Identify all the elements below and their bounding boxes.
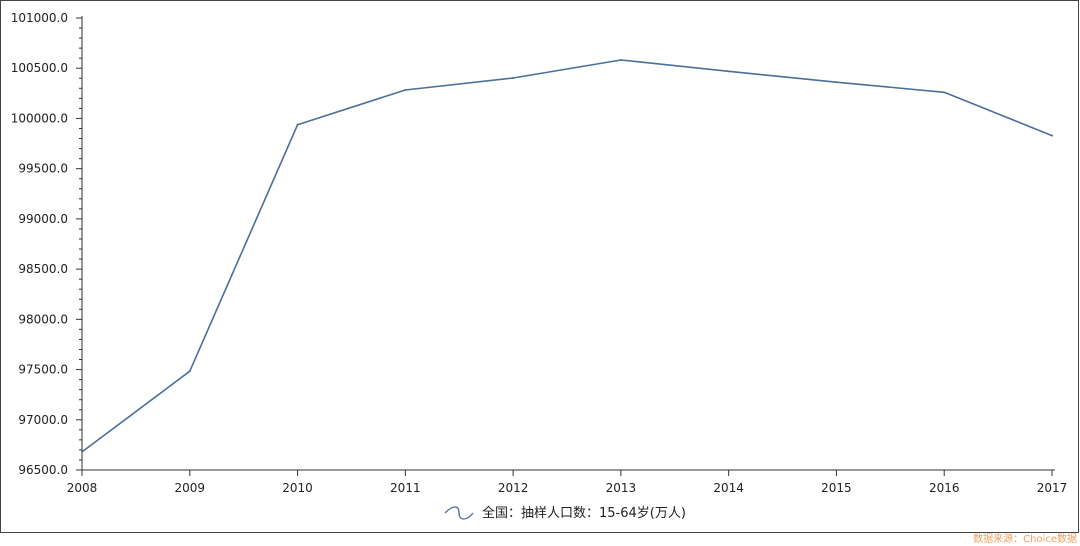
y-tick-label: 98000.0 <box>18 312 68 326</box>
y-tick-label: 99000.0 <box>18 212 68 226</box>
y-tick-label: 97000.0 <box>18 413 68 427</box>
series-line[interactable] <box>81 59 1053 453</box>
legend-label: 全国：抽样人口数：15-64岁(万人) <box>482 505 686 521</box>
data-point[interactable] <box>727 70 730 73</box>
x-tick-label: 2011 <box>390 481 421 495</box>
x-tick-label: 2012 <box>498 481 529 495</box>
y-tick-label: 100000.0 <box>11 111 68 125</box>
x-tick-label: 2016 <box>929 481 960 495</box>
y-tick-label: 96500.0 <box>18 463 68 477</box>
data-point[interactable] <box>81 450 83 453</box>
y-tick-label: 100500.0 <box>11 61 68 75</box>
source-note: 数据来源：Choice数据 <box>973 534 1077 545</box>
x-tick-label: 2014 <box>713 481 744 495</box>
x-tick-label: 2015 <box>821 481 852 495</box>
y-axis: 96500.0 97000.0 97500.0 98000.0 98500.0 99000… <box>11 11 83 477</box>
x-tick-label: 2017 <box>1037 481 1068 495</box>
data-point[interactable] <box>835 81 838 84</box>
data-point[interactable] <box>404 89 407 92</box>
data-point[interactable] <box>619 58 622 61</box>
data-point[interactable] <box>188 370 191 373</box>
x-axis: 2008 2009 2010 2011 2012 2013 2014 2015 2016 2017 <box>67 469 1068 495</box>
y-tick-label: 97500.0 <box>18 363 68 377</box>
y-tick-label: 98500.0 <box>18 262 68 276</box>
x-tick-label: 2013 <box>606 481 637 495</box>
legend[interactable]: 全国：抽样人口数：15-64岁(万人) <box>444 505 686 521</box>
x-tick-label: 2010 <box>282 481 313 495</box>
data-point[interactable] <box>512 76 515 79</box>
y-tick-label: 101000.0 <box>11 11 68 25</box>
y-tick-label: 99500.0 <box>18 162 68 176</box>
legend-line-icon <box>444 506 474 520</box>
line-chart: 96500.0 97000.0 97500.0 98000.0 98500.0 99000… <box>11 11 1068 521</box>
data-point[interactable] <box>1051 134 1053 137</box>
data-point[interactable] <box>296 123 299 126</box>
chart-frame: 96500.0 97000.0 97500.0 98000.0 98500.0 99000… <box>0 0 1079 533</box>
series-layer <box>81 58 1053 453</box>
x-tick-label: 2009 <box>175 481 206 495</box>
data-point[interactable] <box>943 91 946 94</box>
x-tick-label: 2008 <box>67 481 98 495</box>
